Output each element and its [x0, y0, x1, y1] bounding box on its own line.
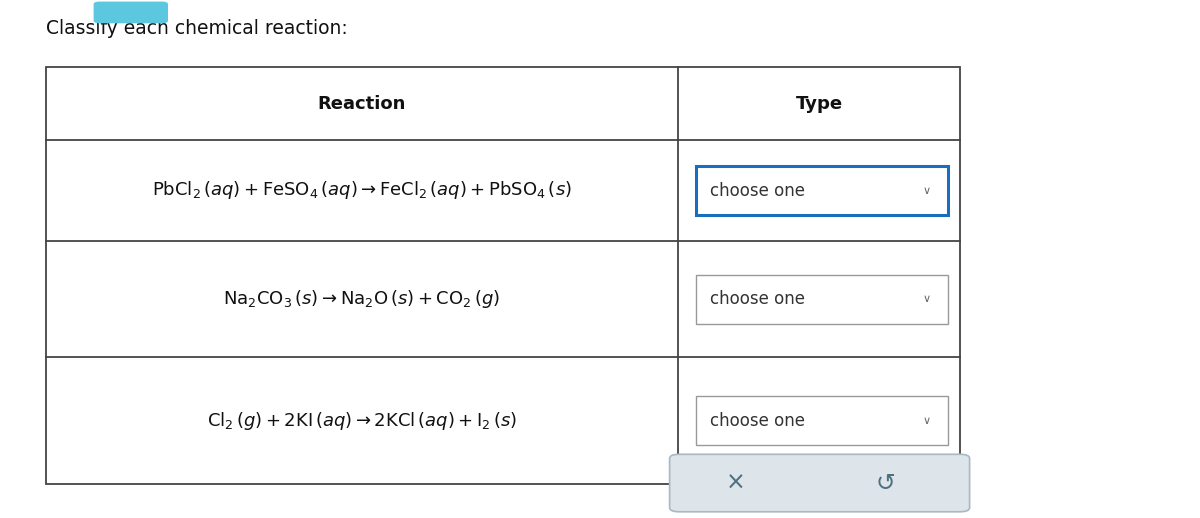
FancyBboxPatch shape [94, 2, 168, 23]
Text: ↺: ↺ [876, 471, 895, 495]
Text: choose one: choose one [710, 412, 805, 429]
Text: ∨: ∨ [923, 415, 930, 426]
Text: ×: × [726, 471, 745, 495]
FancyBboxPatch shape [696, 396, 948, 445]
Text: Classify each chemical reaction:: Classify each chemical reaction: [46, 19, 347, 38]
Text: Type: Type [796, 95, 842, 112]
Text: ∨: ∨ [923, 185, 930, 196]
Text: $\mathrm{Na_2CO_3}\,(\mathit{s}) \rightarrow \mathrm{Na_2O}\,(\mathit{s}) + \mat: $\mathrm{Na_2CO_3}\,(\mathit{s}) \righta… [223, 288, 500, 310]
Text: choose one: choose one [710, 182, 805, 199]
Text: $\mathrm{PbCl_2}\,(\mathit{aq}) + \mathrm{FeSO_4}\,(\mathit{aq}) \rightarrow \ma: $\mathrm{PbCl_2}\,(\mathit{aq}) + \mathr… [152, 179, 571, 202]
Text: $\mathrm{Cl_2}\,(\mathit{g}) + \mathrm{2KI}\,(\mathit{aq}) \rightarrow \mathrm{2: $\mathrm{Cl_2}\,(\mathit{g}) + \mathrm{2… [206, 410, 517, 432]
Text: ∨: ∨ [923, 294, 930, 305]
FancyBboxPatch shape [670, 454, 970, 512]
FancyBboxPatch shape [46, 67, 960, 484]
Text: Reaction: Reaction [318, 95, 406, 112]
FancyBboxPatch shape [696, 166, 948, 215]
FancyBboxPatch shape [696, 275, 948, 324]
Text: choose one: choose one [710, 291, 805, 308]
